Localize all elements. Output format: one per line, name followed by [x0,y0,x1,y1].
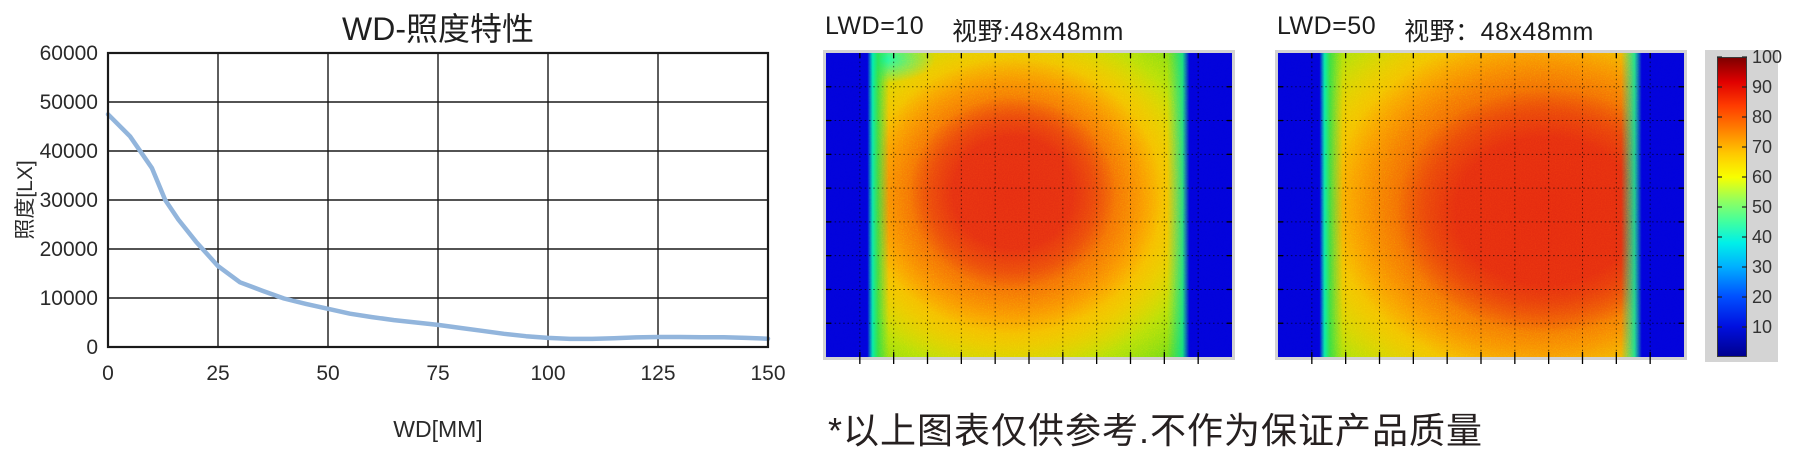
colorbar-tick-label: 100 [1752,47,1783,67]
x-tick-label: 50 [316,362,339,385]
heatmap-lwd50-image [1275,50,1687,364]
colorbar-tick-label: 40 [1752,227,1773,247]
heatmap1-fov-label: 视野:48x48mm [952,18,1124,46]
x-tick-label: 100 [530,362,565,385]
colorbar-tick-label: 80 [1752,107,1773,127]
colorbar-tick-label: 30 [1752,257,1773,277]
plot-border [106,51,770,349]
colorbar-tick-label: 60 [1752,167,1773,187]
heatmap1-lwd-label: LWD=10 [825,12,925,40]
heatmap-lwd10-image [823,50,1235,364]
y-tick-label: 20000 [40,238,98,261]
x-tick-label: 0 [102,362,114,385]
heatmap-lwd10-colormap [826,53,1232,357]
y-tick-label: 10000 [40,287,98,310]
x-tick-label: 150 [750,362,785,385]
illuminance-curve [105,112,771,342]
colorbar-tick-label: 50 [1752,197,1773,217]
colorbar: 10 20 30 40 50 60 70 80 90 100 [1705,47,1782,362]
x-tick-label: 25 [206,362,229,385]
wd-illuminance-line-chart: 0 25 50 75 100 125 150 0 10000 20000 30000 40000 500… [14,11,786,442]
disclaimer-note: *以上图表仅供参考.不作为保证产品质量 [828,410,1484,451]
heatmap2-title: LWD=50 视野：48x48mm [1277,12,1594,48]
y-tick-label: 30000 [40,189,98,212]
colorbar-tick-label: 10 [1752,317,1773,337]
y-tick-label: 40000 [40,140,98,163]
heatmap-lwd50-colormap [1278,53,1684,357]
y-axis-label: 照度[LX] [14,160,37,239]
colorbar-gradient [1717,57,1747,357]
heatmap2-fov-label: 视野：48x48mm [1404,18,1594,46]
x-tick-label: 125 [640,362,675,385]
colorbar-tick-label: 70 [1752,137,1773,157]
x-tick-label: 75 [426,362,449,385]
heatmap-section-lwd10: LWD=10 视野:48x48mm [823,0,1235,380]
heatmap2-lwd-label: LWD=50 [1277,12,1377,40]
heatmap1-title: LWD=10 视野:48x48mm [825,12,1124,48]
y-tick-label: 50000 [40,91,98,114]
y-tick-label: 0 [86,336,98,359]
x-axis-label: WD[MM] [393,416,482,442]
y-tick-label: 60000 [40,42,98,65]
colorbar-tick-label: 20 [1752,287,1773,307]
heatmap-section-lwd50: LWD=50 视野：48x48mm [1275,0,1687,380]
colorbar-tick-label: 90 [1752,77,1773,97]
chart-title: WD-照度特性 [342,11,534,47]
